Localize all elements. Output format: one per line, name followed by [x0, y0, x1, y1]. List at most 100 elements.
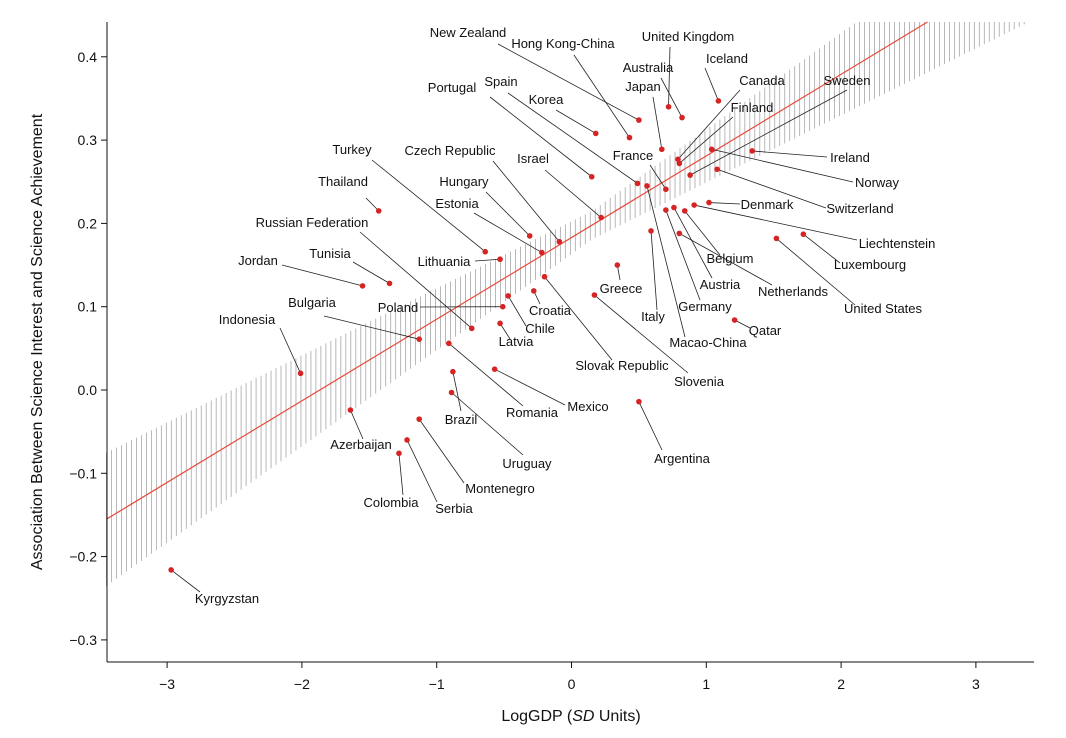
tick-marks: −3 −2 −1 0 1 2 3 −0.3 −0.2 −0.1 0.0 0.1 0.2 0.3 0.4 — [69, 49, 980, 692]
data-point — [691, 202, 697, 208]
data-point — [648, 228, 654, 234]
data-point — [297, 370, 304, 377]
leader-line — [507, 92, 638, 184]
regression-line — [106, 21, 928, 520]
data-point — [800, 231, 807, 238]
axes — [106, 22, 1034, 663]
data-point — [749, 148, 755, 154]
leader-line — [594, 294, 689, 374]
leader-line — [711, 148, 854, 183]
leader-line — [452, 371, 462, 412]
x-tick-label: 3 — [972, 676, 980, 692]
leader-line — [451, 392, 524, 456]
point-label: Czech Republic — [404, 143, 496, 158]
data-point — [681, 208, 688, 214]
leader-line — [350, 409, 364, 440]
leader-line — [170, 569, 201, 593]
point-label: Jordan — [238, 253, 278, 268]
data-point — [482, 248, 489, 255]
data-point — [448, 389, 455, 396]
point-label: United Kingdom — [642, 29, 735, 44]
data-point — [541, 273, 548, 280]
point-label: Serbia — [435, 501, 473, 516]
leader-line — [646, 185, 686, 338]
data-point — [663, 207, 669, 213]
data-point — [530, 288, 537, 294]
data-point — [416, 336, 422, 342]
point-label: Latvia — [499, 334, 534, 349]
data-point — [659, 146, 665, 153]
leader-line — [665, 209, 701, 301]
y-tick-label: 0.1 — [78, 299, 98, 315]
point-label: Montenegro — [465, 481, 534, 496]
leader-line — [279, 327, 301, 374]
point-label: Greece — [600, 281, 643, 296]
point-label: Spain — [484, 74, 517, 89]
leader-line — [638, 401, 663, 451]
leader-line — [489, 96, 592, 178]
point-label: Korea — [529, 92, 564, 107]
y-tick-label: 0.2 — [78, 215, 98, 231]
leader-line — [497, 43, 640, 121]
point-label: Sweden — [824, 73, 871, 88]
leader-line — [734, 319, 751, 329]
point-labels: New Zealand Hong Kong-China United Kingdom… — [195, 25, 935, 606]
leader-line — [652, 96, 663, 150]
point-label: Belgium — [707, 251, 754, 266]
leader-line — [650, 230, 658, 311]
y-tick-label: 0.4 — [78, 49, 98, 65]
x-tick-label: 1 — [702, 676, 710, 692]
point-label: Indonesia — [219, 312, 276, 327]
leader-line — [679, 116, 734, 164]
x-tick-label: 2 — [837, 676, 845, 692]
data-point — [396, 450, 402, 457]
point-label: Azerbaijan — [330, 437, 391, 452]
data-point — [598, 214, 604, 221]
data-point — [450, 368, 456, 375]
leader-line — [776, 238, 856, 306]
point-label: Liechtenstein — [859, 236, 936, 251]
data-point — [347, 407, 354, 413]
leader-line — [406, 439, 438, 503]
point-label: France — [613, 148, 653, 163]
data-point — [446, 340, 452, 347]
data-point — [375, 208, 382, 214]
leader-line — [649, 164, 667, 190]
data-point — [416, 416, 422, 422]
point-label: New Zealand — [430, 25, 507, 40]
data-point — [499, 303, 506, 310]
leader-line — [544, 169, 602, 218]
point-label: Netherlands — [758, 284, 829, 299]
x-tick-label: −2 — [294, 676, 310, 692]
y-tick-label: −0.1 — [69, 465, 97, 481]
data-point — [715, 98, 722, 104]
point-label: Brazil — [445, 412, 478, 427]
x-tick-label: 0 — [568, 676, 576, 692]
leader-line — [803, 233, 841, 264]
leader-line — [499, 323, 511, 340]
data-point — [539, 249, 545, 256]
data-point — [644, 183, 650, 189]
data-point — [468, 325, 475, 332]
data-point — [671, 204, 677, 211]
regression-line-layer — [106, 21, 928, 520]
point-label: Kyrgyzstan — [195, 591, 259, 606]
leader-line — [323, 315, 420, 340]
point-label: Italy — [641, 309, 665, 324]
leader-line — [371, 159, 486, 253]
leader-line — [507, 295, 527, 327]
point-label: Poland — [378, 300, 418, 315]
point-label: Bulgaria — [288, 295, 336, 310]
data-points — [168, 98, 807, 573]
data-point — [591, 292, 598, 298]
data-point — [556, 238, 563, 245]
point-label: Ireland — [830, 150, 870, 165]
leader-line — [492, 160, 560, 242]
leader-line — [704, 67, 719, 102]
leader-line — [448, 343, 524, 407]
point-label: Romania — [506, 405, 559, 420]
leader-line — [494, 368, 566, 406]
data-point — [706, 199, 712, 206]
leader-line — [677, 89, 741, 160]
leader-line — [694, 204, 858, 241]
